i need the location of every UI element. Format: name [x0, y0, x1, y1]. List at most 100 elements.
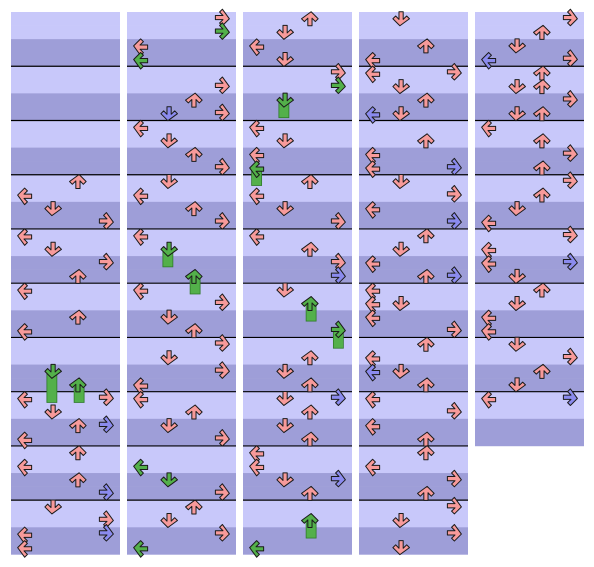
row-band	[127, 540, 236, 555]
row-band	[359, 188, 468, 203]
down-arrow-icon	[44, 201, 62, 217]
row-band	[127, 120, 236, 135]
row-band	[11, 486, 120, 501]
row-band	[243, 134, 352, 148]
row-band	[243, 242, 352, 257]
row-band	[243, 540, 352, 555]
down-arrow-icon	[508, 201, 526, 217]
row-band	[127, 459, 236, 474]
left-arrow-icon	[249, 228, 265, 246]
row-band	[127, 147, 236, 162]
right-arrow-icon	[330, 320, 346, 339]
row-band	[359, 432, 468, 447]
down-arrow-icon	[160, 513, 178, 528]
row-band	[127, 269, 236, 284]
left-arrow-icon	[365, 418, 381, 436]
row-band	[359, 93, 468, 108]
left-arrow-icon	[365, 390, 381, 409]
up-arrow-icon	[69, 309, 87, 325]
row-band	[127, 364, 236, 379]
row-band	[475, 106, 584, 121]
row-band	[475, 134, 584, 148]
up-arrow-icon	[69, 445, 87, 461]
row-band	[11, 269, 120, 284]
down-arrow-icon	[508, 79, 526, 95]
up-arrow-icon	[301, 377, 319, 393]
row-band	[359, 134, 468, 148]
column-5	[475, 8, 584, 447]
row-band	[127, 242, 236, 257]
row-band	[359, 12, 468, 26]
row-band	[127, 500, 236, 515]
row-band	[359, 378, 468, 392]
row-band	[11, 188, 120, 203]
down-arrow-icon	[44, 404, 62, 420]
row-band	[243, 120, 352, 135]
up-arrow-icon	[417, 38, 435, 54]
row-band	[359, 500, 468, 515]
row-band	[475, 215, 584, 230]
down-arrow-icon	[276, 201, 294, 217]
right-arrow-icon	[562, 90, 578, 108]
row-band	[11, 66, 120, 81]
row-band	[475, 283, 584, 298]
right-arrow-icon	[214, 361, 230, 379]
row-band	[475, 256, 584, 270]
row-band	[359, 391, 468, 406]
row-band	[11, 418, 120, 433]
left-arrow-icon	[249, 38, 265, 57]
down-arrow-icon	[276, 390, 294, 406]
down-arrow-icon	[160, 106, 178, 122]
up-arrow-icon	[69, 377, 87, 393]
up-arrow-icon	[417, 228, 435, 244]
row-band	[11, 391, 120, 406]
down-arrow-icon	[276, 51, 294, 67]
row-band	[359, 473, 468, 487]
left-arrow-icon	[365, 65, 381, 84]
down-arrow-icon	[276, 24, 294, 40]
right-arrow-icon	[562, 225, 578, 244]
row-band	[127, 323, 236, 338]
row-band	[11, 228, 120, 243]
row-band	[359, 283, 468, 298]
down-arrow-icon	[160, 241, 178, 257]
right-arrow-icon	[562, 144, 578, 162]
row-band	[475, 147, 584, 162]
down-arrow-icon	[508, 377, 526, 393]
left-arrow-icon	[365, 160, 381, 179]
down-arrow-icon	[276, 282, 294, 298]
right-arrow-icon	[98, 523, 114, 542]
left-arrow-icon	[17, 282, 33, 301]
down-arrow-icon	[160, 350, 178, 366]
left-arrow-icon	[481, 214, 497, 233]
down-arrow-icon	[44, 499, 62, 515]
left-arrow-icon	[365, 106, 381, 124]
row-band	[127, 228, 236, 243]
row-band	[11, 513, 120, 528]
row-band	[475, 391, 584, 406]
up-arrow-icon	[301, 174, 319, 189]
row-band	[127, 486, 236, 501]
up-arrow-icon	[69, 418, 87, 434]
row-band	[243, 364, 352, 379]
right-arrow-icon	[330, 469, 346, 488]
down-arrow-icon	[276, 418, 294, 434]
up-arrow-icon	[417, 377, 435, 393]
right-arrow-icon	[214, 483, 230, 501]
row-band	[11, 120, 120, 135]
up-arrow-icon	[185, 404, 203, 420]
left-arrow-icon	[365, 309, 381, 328]
row-band	[127, 66, 236, 81]
row-band	[475, 174, 584, 189]
left-arrow-icon	[365, 363, 381, 382]
down-arrow-icon	[392, 363, 410, 379]
row-band	[475, 39, 584, 53]
row-band	[11, 201, 120, 216]
down-arrow-icon	[276, 472, 294, 488]
row-band	[359, 256, 468, 270]
up-arrow-icon	[533, 24, 551, 40]
down-arrow-icon	[508, 38, 526, 54]
row-band	[127, 25, 236, 40]
down-arrow-icon	[392, 540, 410, 556]
up-arrow-icon	[533, 160, 551, 176]
